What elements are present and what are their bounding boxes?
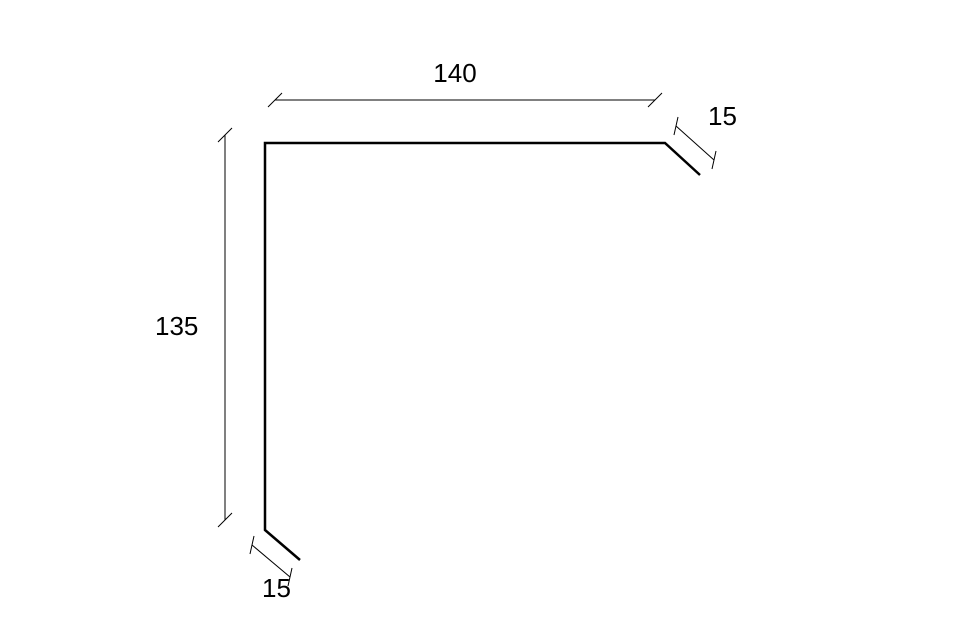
dimension-bottom-left-label: 15 [262, 573, 291, 603]
dimension-bottom-left: 15 [250, 536, 292, 603]
dimension-top-right-tick-2 [712, 151, 716, 169]
dimension-top-label: 140 [433, 58, 476, 88]
dimension-top-right-tick-1 [674, 117, 678, 135]
dimension-top-right-label: 15 [708, 101, 737, 131]
dimension-bottom-left-tick-1 [250, 536, 254, 554]
dimension-left: 135 [155, 128, 232, 527]
dimension-left-label: 135 [155, 311, 198, 341]
technical-drawing: 140 135 15 15 [0, 0, 960, 640]
dimension-top-right-line [676, 126, 714, 160]
dimension-top: 140 [268, 58, 662, 107]
profile-shape [265, 143, 700, 560]
